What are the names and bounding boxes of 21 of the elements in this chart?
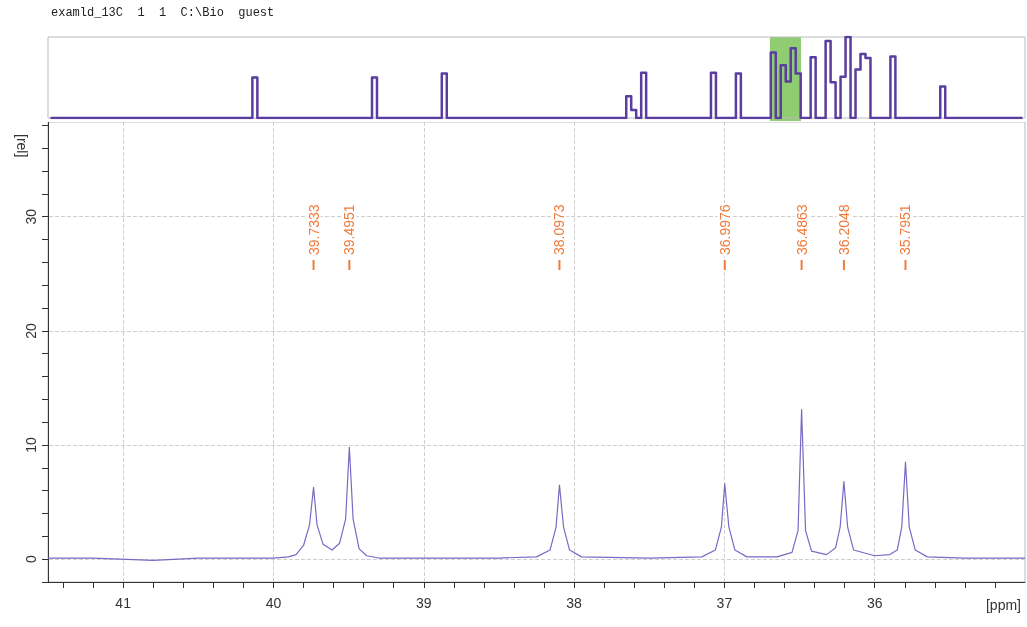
annotation: 39.7333 — [305, 204, 322, 255]
x-tick-label: 37 — [716, 595, 733, 611]
line-series — [47, 409, 1026, 561]
annotation: 39.4951 — [341, 204, 358, 255]
x-axis-title: [ppm] — [985, 597, 1021, 613]
chart-title: examld_13C 1 1 C:\Bio guest — [51, 6, 275, 20]
x-tick-label: 40 — [265, 595, 282, 611]
x-tick-label: 39 — [415, 595, 432, 611]
y-tick-label: 30 — [23, 208, 39, 225]
y-axis-title: [rel] — [14, 134, 30, 158]
y-tick-label: 10 — [23, 437, 39, 453]
annotation: 36.9976 — [716, 204, 733, 255]
annotation: 36.4863 — [793, 204, 810, 255]
annotation: 36.2048 — [835, 204, 852, 255]
x-tick-label: 41 — [115, 595, 132, 611]
x-tick-label: 38 — [566, 595, 583, 611]
y-tick-label: 0 — [23, 555, 39, 564]
annotation: 38.0973 — [551, 204, 568, 255]
x-tick-label: 36 — [866, 595, 883, 611]
annotation: 35.7951 — [897, 204, 914, 255]
y-tick-label: 20 — [23, 322, 39, 339]
